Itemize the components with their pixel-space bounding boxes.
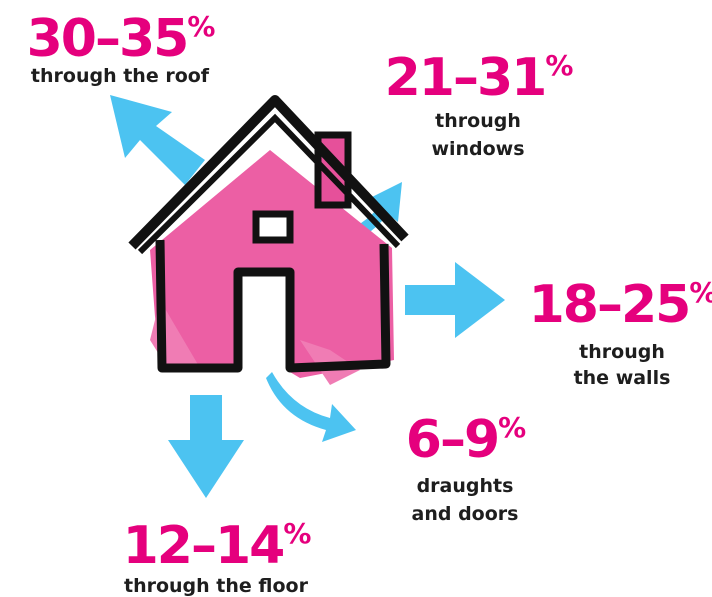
description: through [435,110,521,132]
percent-sign: % [187,10,215,43]
percent-sign: % [689,276,712,309]
description: and doors [412,503,519,525]
percent-range: 6–9% [406,410,526,470]
floor-arrow [168,395,244,498]
range: 30–35 [27,9,188,69]
house-splash-2 [150,300,360,385]
range: 12–14 [123,516,284,576]
percent-range: 21–31% [385,48,574,108]
draughts-arrow [266,372,356,442]
window [252,210,294,244]
percent-sign: % [498,411,526,444]
percent-range: 18–25% [529,275,712,335]
description: through [579,341,665,363]
walls-arrow [405,262,505,338]
roof-outline-2 [137,113,401,255]
house [128,95,409,385]
percent-sign: % [283,517,311,550]
range: 18–25 [529,275,690,335]
percent-sign: % [545,49,573,82]
range: 21–31 [385,48,546,108]
percent-range: 12–14% [123,516,312,576]
description: through the roof [31,65,210,87]
description: through the floor [124,575,309,597]
description: the walls [574,367,671,389]
description: windows [431,138,524,160]
roof-arrow [110,95,205,185]
wall-outline [155,239,391,373]
percent-range: 30–35% [27,9,216,69]
description: draughts [417,475,514,497]
labels: 30–35%through the roof 21–31%throughwindo… [27,9,712,597]
windows-arrow [312,182,402,245]
range: 6–9 [406,410,498,470]
arrows [110,95,505,498]
roof-outline [128,95,409,250]
